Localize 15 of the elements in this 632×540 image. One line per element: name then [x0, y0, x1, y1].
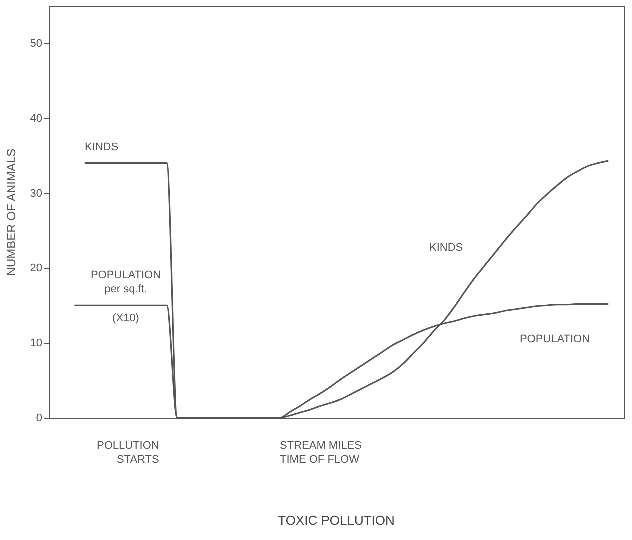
text: POPULATION	[520, 334, 590, 346]
annotation: POPULATION per sq.ft.	[90, 270, 162, 296]
text: KINDS	[429, 242, 464, 254]
y-tick-label: 50	[30, 38, 42, 50]
annotation: (X10)	[112, 312, 140, 325]
text: POLLUTION STARTS	[96, 440, 160, 466]
text: TOXIC POLLUTION	[278, 513, 395, 528]
y-tick-label: 40	[30, 112, 42, 125]
y-tick-label: 10	[30, 338, 42, 350]
text: STREAM MILES TIME OF FLOW	[280, 440, 362, 466]
y-axis-title: NUMBER OF ANIMALS	[4, 148, 18, 276]
y-tick-label: 30	[30, 188, 42, 200]
y-tick-label: 0	[36, 412, 42, 424]
annotation: KINDS	[84, 141, 119, 154]
y-tick-label: 20	[30, 262, 42, 275]
